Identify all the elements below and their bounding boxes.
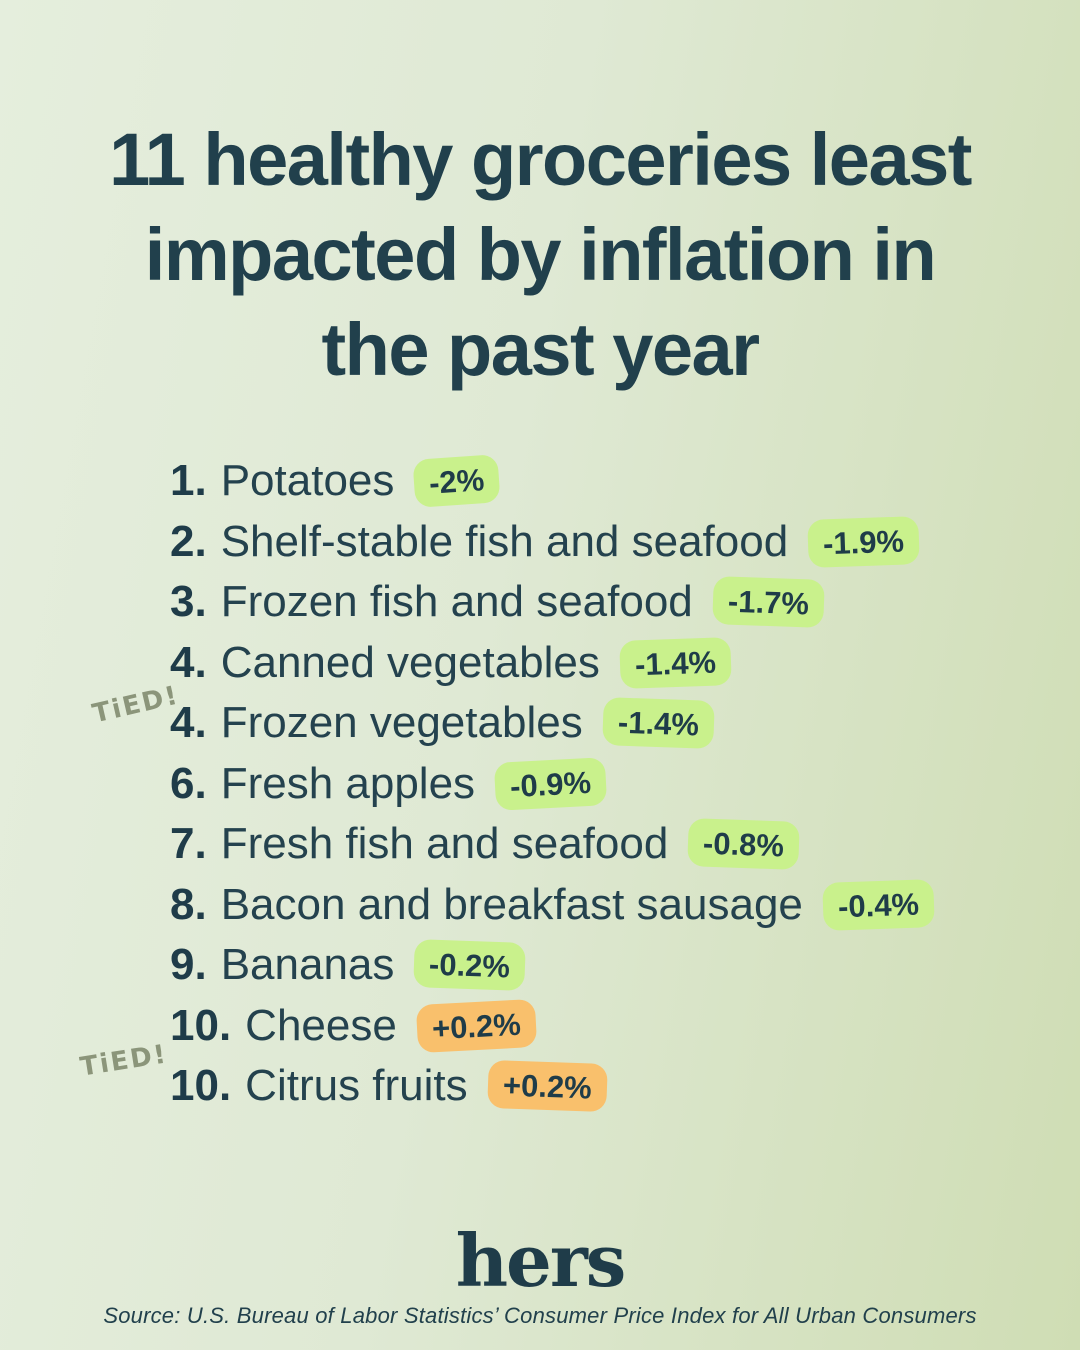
title-line-1: 11 healthy groceries least (109, 118, 972, 201)
item-name: Potatoes (220, 456, 395, 506)
grocery-list: 1. Potatoes -2% 2. Shelf-stable fish and… (170, 451, 1050, 1117)
price-change-badge: -0.2% (413, 939, 527, 992)
list-item: 10. Cheese +0.2% (170, 996, 1050, 1057)
item-name: Bacon and breakfast sausage (220, 879, 803, 929)
source-text: Source: U.S. Bureau of Labor Statistics’… (103, 1303, 977, 1328)
item-rank: 4. (170, 637, 207, 687)
item-rank: 9. (170, 940, 207, 990)
list-item: 4. Frozen vegetables -1.4% (170, 693, 1050, 754)
price-change-badge: -1.4% (619, 636, 732, 689)
price-change-badge: -1.4% (601, 697, 715, 750)
price-change-badge: -1.7% (711, 576, 825, 629)
item-rank: 1. (170, 456, 207, 506)
price-change-badge: +0.2% (486, 1060, 608, 1113)
price-change-badge: -0.9% (493, 756, 608, 811)
list-item: 2. Shelf-stable fish and seafood -1.9% (170, 512, 1050, 573)
item-name: Fresh fish and seafood (220, 819, 669, 869)
item-name: Bananas (220, 940, 395, 990)
item-rank: 2. (170, 516, 207, 566)
item-name: Citrus fruits (245, 1061, 468, 1111)
title-line-2: impacted by inflation in (144, 213, 937, 296)
item-rank: 6. (170, 758, 207, 808)
price-change-badge: -0.4% (822, 878, 935, 931)
item-name: Shelf-stable fish and seafood (220, 516, 789, 566)
list-item: 8. Bacon and breakfast sausage -0.4% (170, 875, 1050, 936)
price-change-badge: +0.2% (415, 998, 537, 1053)
tied-annotation-rank4: TiED! (89, 680, 183, 730)
item-rank: 10. (170, 1000, 232, 1050)
item-name: Frozen fish and seafood (220, 577, 693, 627)
list-item: 3. Frozen fish and seafood -1.7% (170, 572, 1050, 633)
title-line-3: the past year (321, 308, 760, 391)
list-item: 7. Fresh fish and seafood -0.8% (170, 814, 1050, 875)
item-rank: 3. (170, 577, 207, 627)
price-change-badge: -2% (412, 454, 502, 509)
list-item: 6. Fresh apples -0.9% (170, 754, 1050, 815)
list-item: 1. Potatoes -2% (170, 451, 1050, 512)
item-rank: 7. (170, 819, 207, 869)
list-item: 9. Bananas -0.2% (170, 935, 1050, 996)
grocery-list-block: 1. Potatoes -2% 2. Shelf-stable fish and… (170, 451, 1050, 1117)
price-change-badge: -1.9% (807, 515, 920, 568)
price-change-badge: -0.8% (687, 818, 801, 871)
item-rank: 10. (170, 1061, 232, 1111)
page-title: 11 healthy groceries least impacted by i… (0, 112, 1080, 397)
item-rank: 4. (170, 698, 207, 748)
item-rank: 8. (170, 879, 207, 929)
item-name: Cheese (245, 1000, 397, 1050)
item-name: Fresh apples (220, 758, 476, 808)
list-item: 4. Canned vegetables -1.4% (170, 633, 1050, 694)
list-item: 10. Citrus fruits +0.2% (170, 1056, 1050, 1117)
item-name: Frozen vegetables (220, 698, 583, 748)
hers-logo: hers (455, 1218, 627, 1303)
item-name: Canned vegetables (220, 637, 600, 687)
tied-annotation-rank10: TiED! (78, 1039, 170, 1083)
